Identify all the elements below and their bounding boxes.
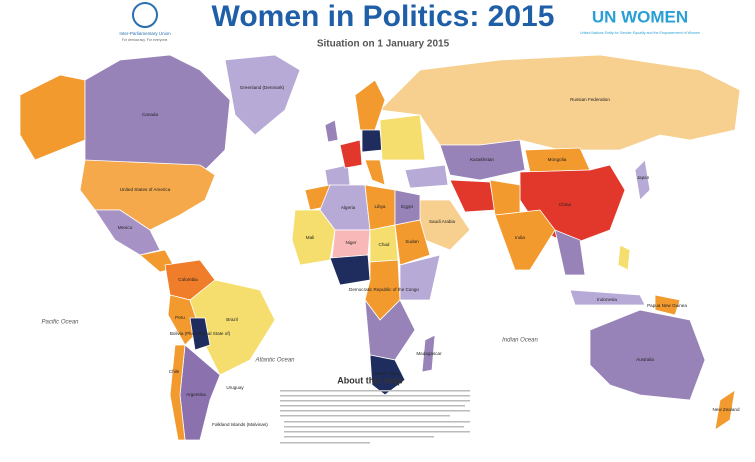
country-label: Mexico: [118, 225, 133, 230]
country-label: Chile: [169, 369, 180, 374]
country-label: Argentina: [186, 392, 206, 397]
country-label: Greenland (Denmark): [240, 85, 285, 90]
ocean-label: Pacific Ocean: [41, 320, 79, 326]
country-label: Falkland Islands (Malvinas): [212, 422, 268, 427]
countries: [19, 54, 741, 441]
left-org-tagline: For democracy. For everyone.: [122, 38, 169, 42]
country-label: Russian Federation: [570, 97, 610, 102]
country-label: Australia: [636, 357, 654, 362]
country-label: India: [515, 235, 525, 240]
country-label: Canada: [142, 112, 159, 117]
country-label: Algeria: [341, 205, 356, 210]
country-label: China: [559, 202, 571, 207]
country-label: Egypt: [401, 204, 413, 209]
country-label: Indonesia: [597, 297, 617, 302]
country-label: Peru: [175, 315, 185, 320]
ocean-label: Indian Ocean: [502, 338, 538, 344]
country-label: New Zealand: [712, 407, 740, 412]
ipu-logo: [132, 2, 158, 28]
country-label: Brazil: [226, 317, 238, 322]
country-label: Colombia: [178, 277, 198, 282]
country-label: Niger: [346, 240, 357, 245]
country-label: United States of America: [120, 187, 171, 192]
country-label: Libya: [375, 204, 386, 209]
country-label: Chad: [379, 242, 390, 247]
about-title: About this map: [337, 375, 403, 385]
ocean-label: Atlantic Ocean: [254, 358, 295, 364]
left-org: Inter-Parliamentary Union: [119, 31, 171, 36]
country-label: Japan: [637, 175, 650, 180]
country-label: Mali: [306, 235, 314, 240]
country-label: Mongolia: [548, 157, 567, 162]
subtitle: Situation on 1 January 2015: [317, 39, 450, 50]
country-label: Sudan: [405, 239, 419, 244]
country-label: Saudi Arabia: [429, 219, 455, 224]
right-org-sub: United Nations Entity for Gender Equalit…: [580, 31, 700, 35]
country-label: Papua New Guinea: [647, 303, 687, 308]
country-label: Uruguay: [226, 385, 244, 390]
right-org: UN WOMEN: [592, 7, 688, 26]
country-label: Democratic Republic of the Congo: [349, 287, 419, 292]
country-label: Kazakhstan: [470, 157, 494, 162]
title: Women in Politics: 2015: [212, 0, 555, 33]
about-text: [280, 390, 470, 444]
country-label: Bolivia (Plurinational State of): [170, 331, 231, 336]
country-label: Madagascar: [416, 351, 442, 356]
country-label: South Africa: [375, 371, 400, 376]
